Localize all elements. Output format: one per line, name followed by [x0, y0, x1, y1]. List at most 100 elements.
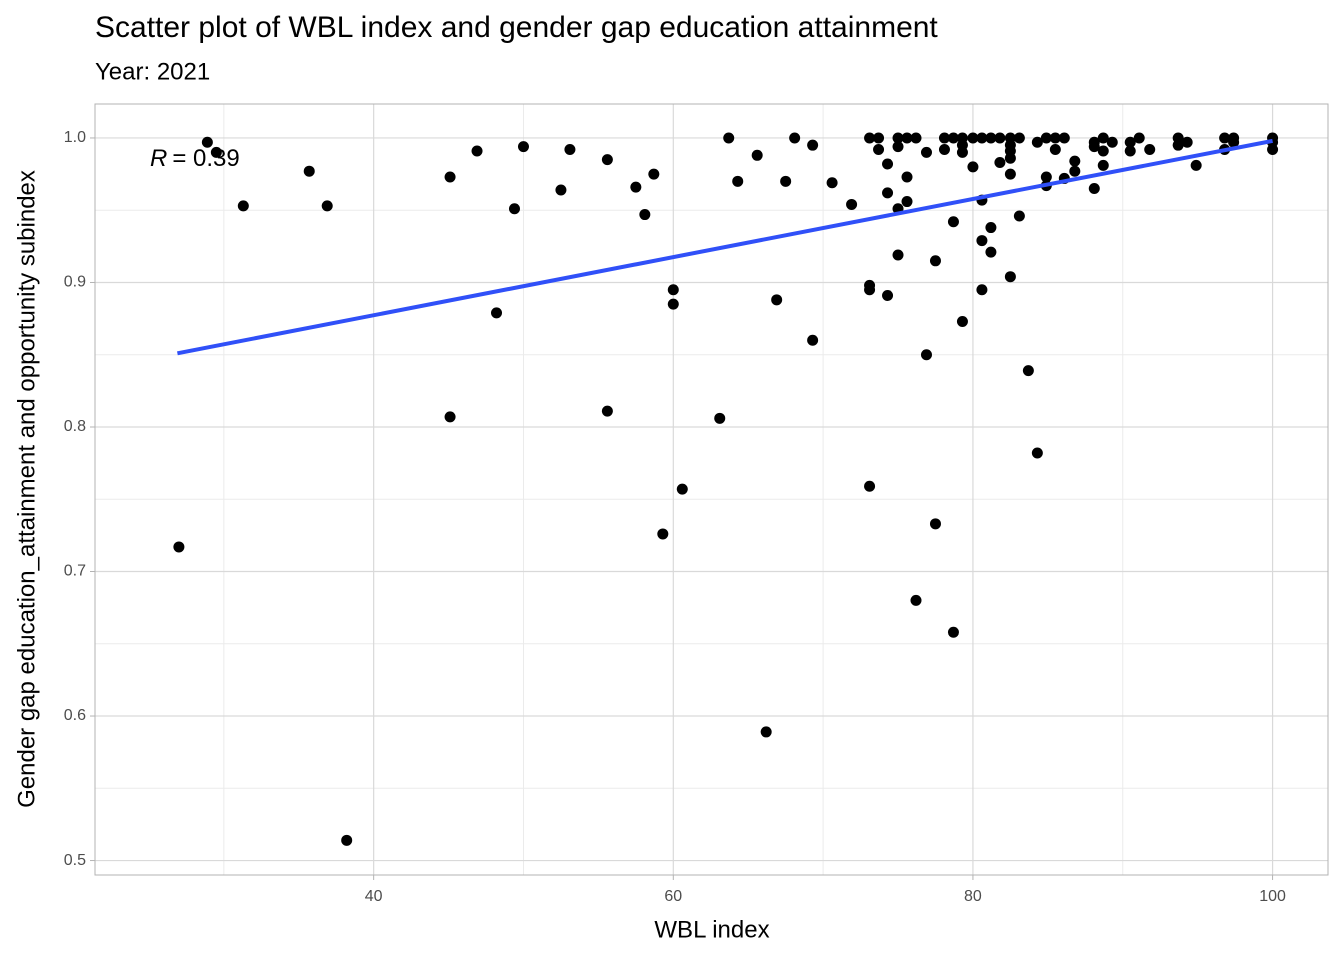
- point: [1004, 152, 1016, 164]
- point: [882, 158, 894, 170]
- point: [1124, 145, 1136, 157]
- point: [892, 141, 904, 153]
- point: [846, 198, 858, 210]
- x-tick-label: 60: [664, 888, 682, 905]
- point: [901, 196, 913, 208]
- point: [994, 157, 1006, 169]
- point: [882, 187, 894, 199]
- x-tick-label: 80: [964, 888, 982, 905]
- annotation-symbol: R: [150, 145, 167, 172]
- point: [1181, 136, 1193, 148]
- point: [1228, 132, 1240, 144]
- point: [303, 165, 315, 177]
- point: [864, 132, 876, 144]
- x-axis-label: WBL index: [654, 916, 769, 943]
- point: [1088, 141, 1100, 153]
- point: [1013, 210, 1025, 222]
- point: [864, 480, 876, 492]
- point: [882, 289, 894, 301]
- point: [648, 168, 660, 180]
- point: [901, 171, 913, 183]
- point: [751, 149, 763, 161]
- point: [929, 518, 941, 530]
- point: [938, 144, 950, 156]
- point: [1031, 136, 1043, 148]
- annotation: R = 0.39: [150, 145, 240, 172]
- point: [667, 284, 679, 296]
- point: [910, 132, 922, 144]
- point: [1049, 132, 1061, 144]
- point: [892, 249, 904, 261]
- point: [938, 132, 950, 144]
- point: [985, 222, 997, 234]
- annotation-text: = 0.39: [172, 145, 239, 172]
- point: [1106, 136, 1118, 148]
- point: [173, 541, 185, 553]
- point: [517, 141, 529, 153]
- point: [826, 177, 838, 189]
- point: [760, 726, 772, 738]
- point: [1144, 144, 1156, 156]
- point: [967, 132, 979, 144]
- point: [1172, 139, 1184, 151]
- point: [723, 132, 735, 144]
- point: [564, 144, 576, 156]
- point: [714, 412, 726, 424]
- point: [976, 132, 988, 144]
- point: [1097, 145, 1109, 157]
- point: [994, 132, 1006, 144]
- y-tick-label: 0.8: [64, 418, 86, 435]
- point: [1031, 447, 1043, 459]
- point: [201, 136, 213, 148]
- point: [967, 161, 979, 173]
- point: [807, 334, 819, 346]
- y-tick-label: 0.7: [64, 563, 86, 580]
- point: [1049, 144, 1061, 156]
- y-tick-label: 1.0: [64, 129, 86, 146]
- point: [444, 411, 456, 423]
- point: [601, 405, 613, 417]
- y-axis-label: Gender gap education_attainment and oppo…: [13, 170, 40, 808]
- x-tick-label: 100: [1259, 888, 1286, 905]
- point: [1004, 168, 1016, 180]
- point: [491, 307, 503, 319]
- point: [920, 146, 932, 158]
- point: [601, 154, 613, 166]
- point: [1133, 132, 1145, 144]
- y-tick-label: 0.5: [64, 852, 86, 869]
- point: [1069, 165, 1081, 177]
- point: [667, 298, 679, 310]
- point: [1124, 136, 1136, 148]
- point: [237, 200, 249, 212]
- y-tick-label: 0.6: [64, 707, 86, 724]
- point: [873, 132, 885, 144]
- point: [947, 132, 959, 144]
- panel-border: [94, 103, 1329, 876]
- point: [341, 834, 353, 846]
- point: [1040, 132, 1052, 144]
- point: [920, 349, 932, 361]
- point: [1088, 183, 1100, 195]
- point: [901, 132, 913, 144]
- point: [956, 315, 968, 327]
- chart-title: Scatter plot of WBL index and gender gap…: [95, 11, 938, 44]
- point: [555, 184, 567, 196]
- point: [780, 175, 792, 187]
- point: [789, 132, 801, 144]
- point: [676, 483, 688, 495]
- point: [1219, 132, 1231, 144]
- point: [976, 235, 988, 247]
- point: [947, 216, 959, 228]
- point: [1040, 171, 1052, 183]
- point: [807, 139, 819, 151]
- point: [1190, 159, 1202, 171]
- point: [976, 284, 988, 296]
- point: [956, 146, 968, 158]
- point: [657, 528, 669, 540]
- point: [771, 294, 783, 306]
- point: [639, 209, 651, 221]
- point: [1022, 365, 1034, 377]
- point: [321, 200, 333, 212]
- point: [947, 626, 959, 638]
